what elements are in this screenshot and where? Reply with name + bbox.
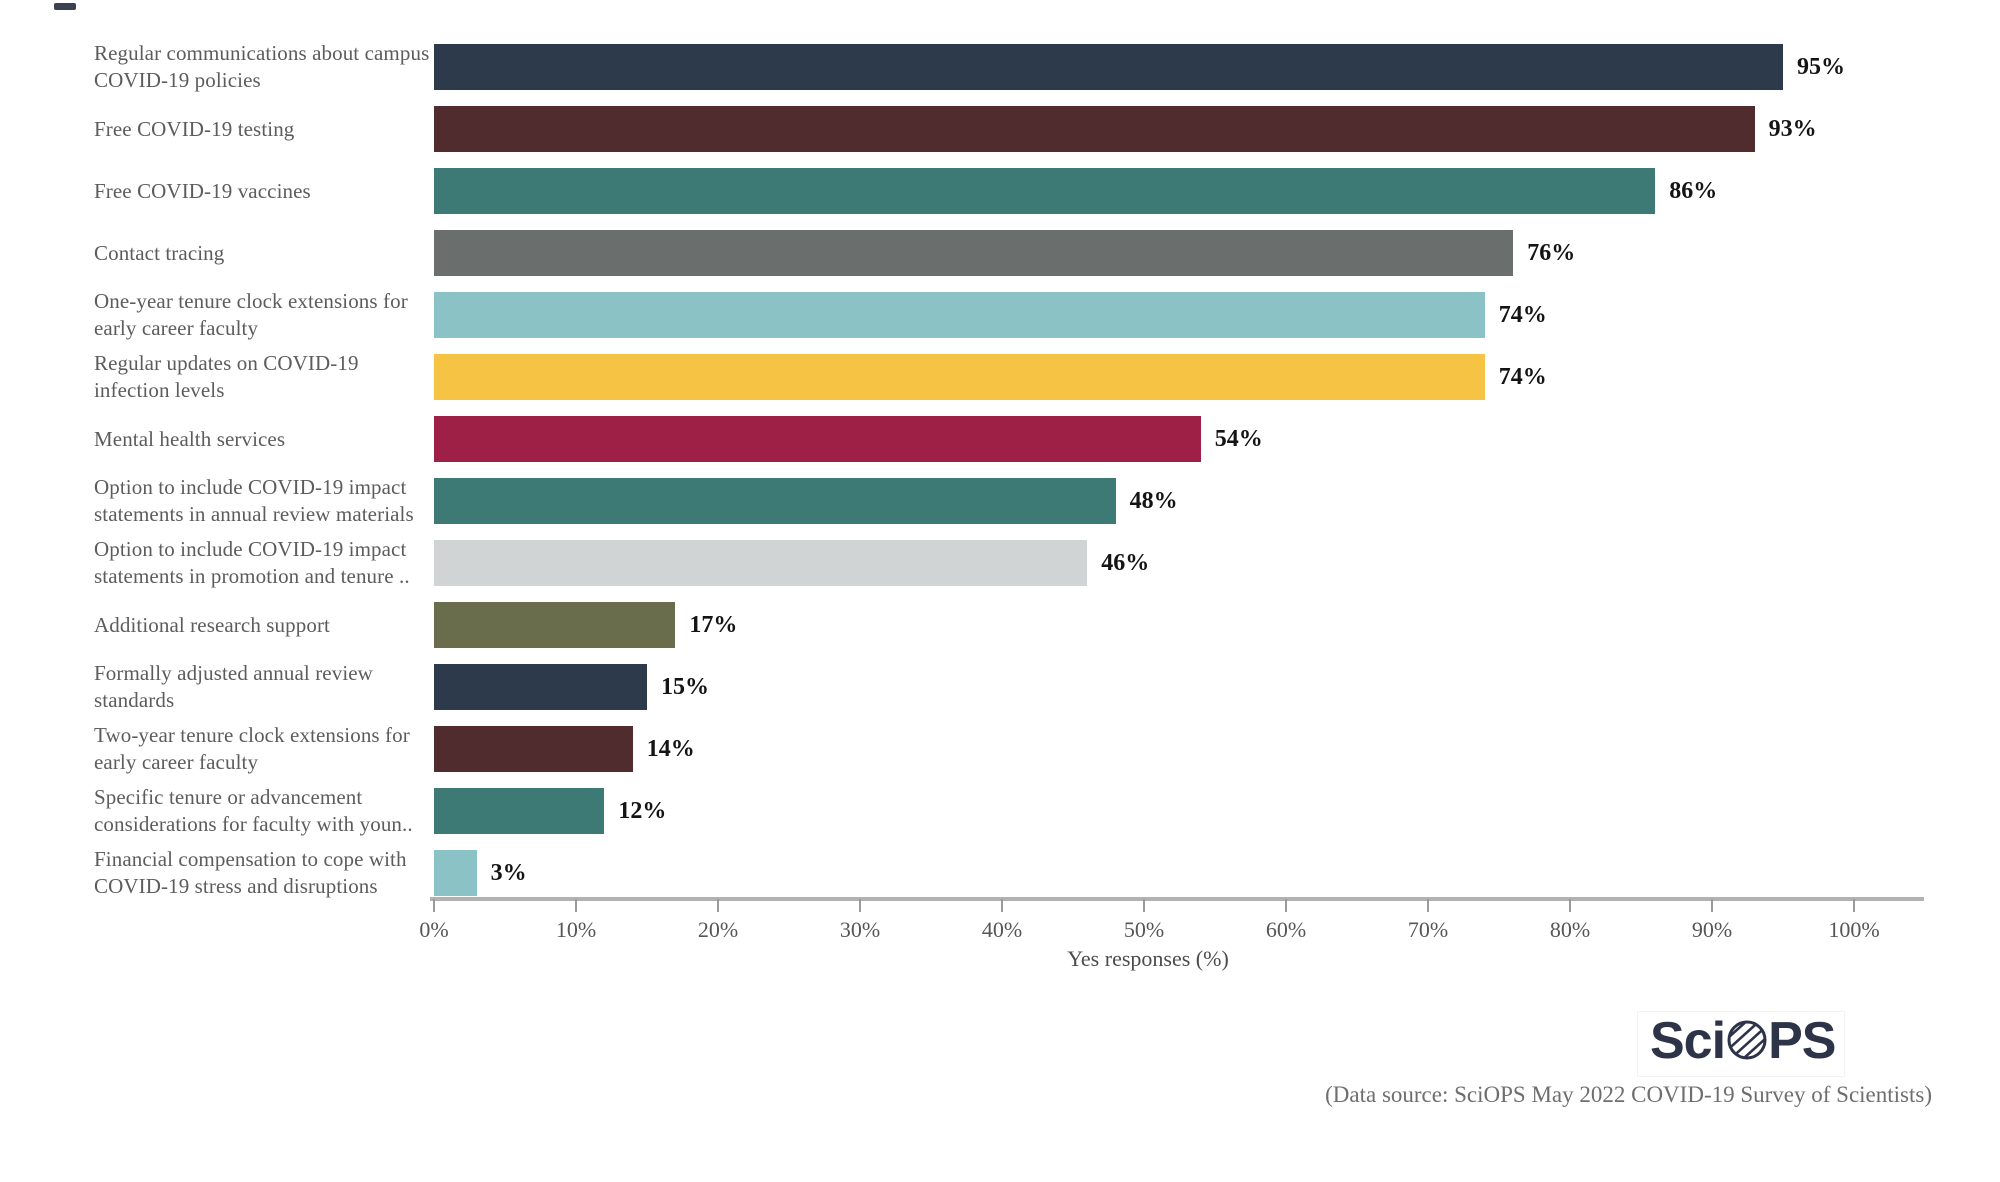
x-axis-tick-label: 100% <box>1828 917 1880 942</box>
sciops-logo: Sci PS <box>1650 1012 1836 1073</box>
bar <box>434 602 676 648</box>
category-label: Formally adjusted annual review standard… <box>94 661 373 712</box>
bar <box>434 540 1088 586</box>
bar <box>434 168 1656 214</box>
category-label: Specific tenure or advancement considera… <box>94 785 413 836</box>
x-axis-tick-label: 50% <box>1123 917 1165 942</box>
cropped-ui-fragment <box>54 3 76 10</box>
x-axis-tick-label: 80% <box>1549 917 1591 942</box>
value-label: 14% <box>646 735 695 762</box>
category-label: Option to include COVID-19 impact statem… <box>94 475 414 526</box>
value-label: 76% <box>1527 239 1576 266</box>
logo-text-prefix: Sci <box>1650 1012 1726 1070</box>
bar <box>434 106 1755 152</box>
bar <box>434 354 1485 400</box>
x-axis-tick-mark <box>1853 899 1855 912</box>
x-axis-tick-label: 90% <box>1691 917 1733 942</box>
value-label: 74% <box>1498 363 1547 390</box>
x-axis-tick-mark <box>575 899 577 912</box>
bar <box>434 478 1116 524</box>
category-label: Mental health services <box>94 426 286 451</box>
value-label: 95% <box>1797 53 1845 80</box>
value-label: 54% <box>1214 425 1263 452</box>
bar <box>434 664 647 710</box>
bar <box>434 44 1783 90</box>
x-axis-tick-label: 0% <box>419 917 449 942</box>
category-label: Two-year tenure clock extensions for ear… <box>94 723 410 774</box>
category-label: Free COVID-19 vaccines <box>94 178 311 203</box>
bar <box>434 416 1201 462</box>
category-label: Free COVID-19 testing <box>94 116 295 141</box>
category-label: Contact tracing <box>94 240 225 265</box>
x-axis-tick-mark <box>1001 899 1003 912</box>
bar <box>434 788 605 834</box>
value-label: 46% <box>1101 549 1150 576</box>
x-axis-tick-label: 40% <box>981 917 1023 942</box>
category-label: Regular communications about campus COVI… <box>94 41 430 92</box>
category-label: Financial compensation to cope with COVI… <box>94 847 407 898</box>
x-axis-tick-mark <box>1569 899 1571 912</box>
x-axis-line <box>430 897 1924 901</box>
logo-text-suffix: PS <box>1768 1012 1836 1070</box>
hatched-globe-icon <box>1727 1013 1767 1073</box>
category-label: Option to include COVID-19 impact statem… <box>94 537 410 588</box>
category-label: Regular updates on COVID-19 infection le… <box>94 351 359 402</box>
bar <box>434 292 1485 338</box>
category-label: One-year tenure clock extensions for ear… <box>94 289 408 340</box>
bar <box>434 850 477 896</box>
x-axis-tick-mark <box>1285 899 1287 912</box>
x-axis-tick-label: 30% <box>839 917 881 942</box>
x-axis-tick-mark <box>1143 899 1145 912</box>
value-label: 12% <box>618 797 667 824</box>
x-axis-tick-mark <box>1427 899 1429 912</box>
x-axis-tick-label: 70% <box>1407 917 1449 942</box>
bar <box>434 230 1514 276</box>
x-axis-tick-label: 20% <box>697 917 739 942</box>
x-axis-tick-label: 10% <box>555 917 597 942</box>
value-label: 86% <box>1669 177 1718 204</box>
bar <box>434 726 633 772</box>
x-axis-tick-mark <box>1711 899 1713 912</box>
x-axis-tick-label: 60% <box>1265 917 1307 942</box>
x-axis-tick-mark <box>433 899 435 912</box>
value-label: 15% <box>661 673 709 700</box>
x-axis-tick-mark <box>717 899 719 912</box>
value-label: 48% <box>1129 487 1178 514</box>
category-label: Additional research support <box>94 612 330 637</box>
value-label: 74% <box>1498 301 1547 328</box>
value-label: 93% <box>1768 115 1817 142</box>
data-source-note: (Data source: SciOPS May 2022 COVID-19 S… <box>1325 1082 1932 1107</box>
value-label: 3% <box>490 859 527 886</box>
x-axis-title: Yes responses (%) <box>1067 946 1229 971</box>
value-label: 17% <box>689 611 738 638</box>
x-axis-tick-mark <box>859 899 861 912</box>
